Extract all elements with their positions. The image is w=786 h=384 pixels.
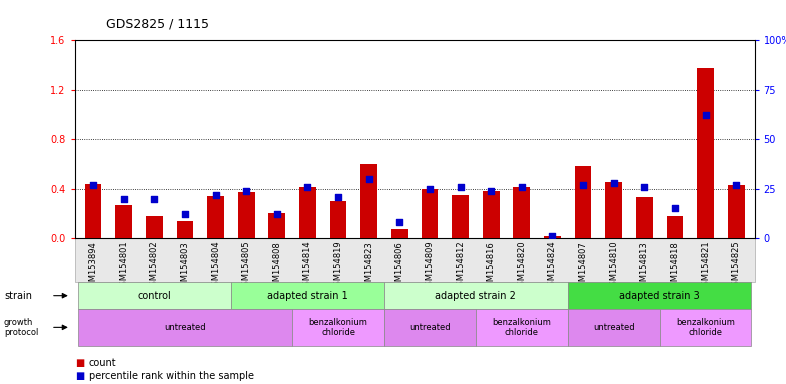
Point [209,192,222,198]
Point [577,182,590,188]
Bar [636,197,652,238]
Point [362,176,375,182]
Bar [728,185,744,238]
Bar [329,201,347,238]
Point [178,211,191,217]
Bar [116,205,132,238]
Point [608,180,620,186]
Point [301,184,314,190]
Point [270,211,283,217]
Bar [544,236,561,238]
Text: percentile rank within the sample: percentile rank within the sample [89,371,254,381]
Point [638,184,651,190]
Text: growth
protocol: growth protocol [4,318,39,337]
Text: untreated: untreated [164,323,206,332]
Text: adapted strain 3: adapted strain 3 [619,291,700,301]
Point [516,184,528,190]
Bar [421,189,439,238]
Point [669,205,681,212]
Text: strain: strain [4,291,32,301]
Bar [237,192,255,238]
Bar [605,182,622,238]
Bar [208,196,224,238]
Bar [85,184,101,238]
Bar [268,214,285,238]
Bar [575,166,592,238]
Bar [360,164,377,238]
Point [86,182,99,188]
Text: benzalkonium
chloride: benzalkonium chloride [676,318,735,337]
Text: control: control [138,291,171,301]
Text: ■: ■ [75,358,84,368]
Point [485,187,498,194]
Bar [177,221,193,238]
Bar [667,216,683,238]
Point [393,219,406,225]
Text: untreated: untreated [593,323,634,332]
Text: count: count [89,358,116,368]
Point [546,233,559,239]
Point [117,195,130,202]
Point [424,185,436,192]
Bar [299,187,316,238]
Bar [146,216,163,238]
Bar [483,191,500,238]
Text: adapted strain 2: adapted strain 2 [435,291,516,301]
Bar [513,187,531,238]
Point [730,182,743,188]
Point [240,187,252,194]
Text: benzalkonium
chloride: benzalkonium chloride [492,318,551,337]
Text: untreated: untreated [410,323,450,332]
Text: adapted strain 1: adapted strain 1 [267,291,347,301]
Text: ■: ■ [75,371,84,381]
Text: benzalkonium
chloride: benzalkonium chloride [309,318,368,337]
Bar [391,229,408,238]
Bar [452,195,469,238]
Point [332,194,344,200]
Point [148,195,160,202]
Point [700,113,712,119]
Text: GDS2825 / 1115: GDS2825 / 1115 [106,17,209,30]
Bar [697,68,714,238]
Point [454,184,467,190]
